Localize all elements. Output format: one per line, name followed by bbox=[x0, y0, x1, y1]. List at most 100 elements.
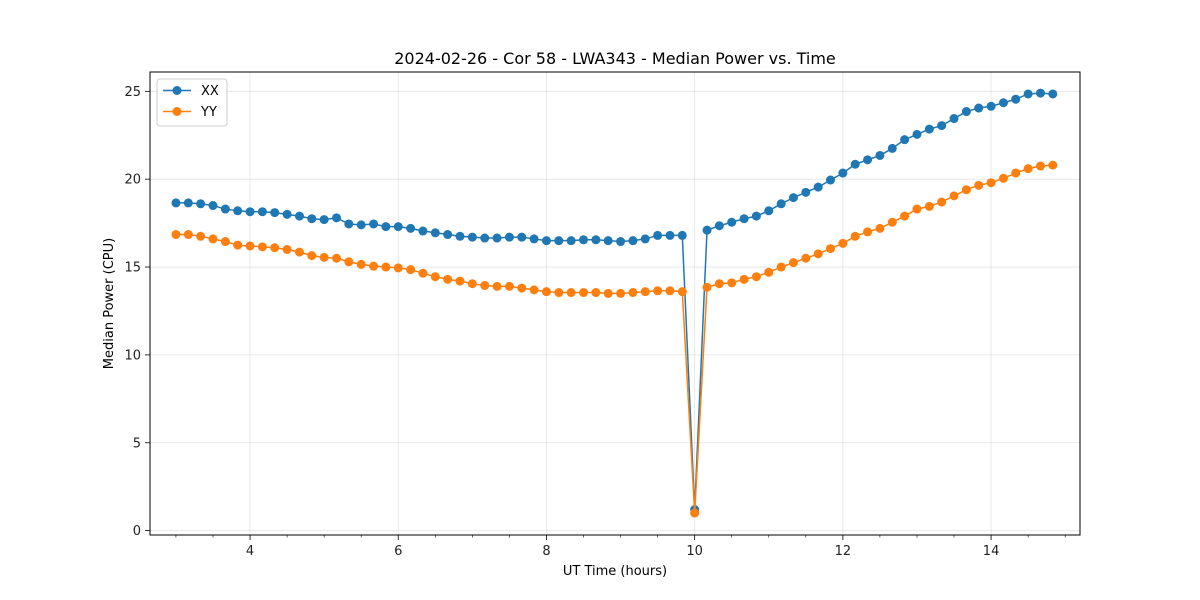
data-point-xx bbox=[171, 198, 181, 208]
data-point-xx bbox=[665, 230, 675, 240]
data-point-yy bbox=[702, 282, 712, 292]
data-point-xx bbox=[937, 121, 947, 131]
data-point-xx bbox=[566, 236, 576, 246]
data-point-xx bbox=[949, 114, 959, 124]
data-point-yy bbox=[961, 185, 971, 195]
data-point-xx bbox=[825, 175, 835, 185]
data-point-xx bbox=[381, 222, 391, 232]
data-point-yy bbox=[196, 231, 206, 241]
data-point-yy bbox=[875, 223, 885, 233]
data-point-xx bbox=[455, 231, 465, 241]
data-point-yy bbox=[418, 268, 428, 278]
data-point-yy bbox=[541, 287, 551, 297]
data-point-xx bbox=[332, 213, 342, 223]
x-tick-label: 8 bbox=[542, 544, 550, 559]
data-point-xx bbox=[480, 233, 490, 243]
data-point-yy bbox=[579, 288, 589, 298]
data-point-yy bbox=[714, 279, 724, 289]
data-point-xx bbox=[912, 129, 922, 139]
data-point-yy bbox=[1048, 160, 1058, 170]
data-point-xx bbox=[875, 150, 885, 160]
data-point-yy bbox=[443, 274, 453, 284]
y-tick-label: 15 bbox=[124, 261, 141, 276]
data-point-yy bbox=[183, 230, 193, 240]
data-point-yy bbox=[850, 231, 860, 241]
y-tick-label: 20 bbox=[124, 173, 141, 188]
data-point-xx bbox=[863, 155, 873, 165]
data-point-xx bbox=[579, 235, 589, 245]
data-point-xx bbox=[974, 103, 984, 113]
data-point-yy bbox=[949, 191, 959, 201]
data-point-xx bbox=[492, 233, 502, 243]
data-point-xx bbox=[776, 199, 786, 209]
data-point-yy bbox=[801, 253, 811, 263]
data-point-yy bbox=[1023, 164, 1033, 174]
data-point-yy bbox=[863, 227, 873, 237]
data-point-xx bbox=[393, 222, 403, 232]
data-point-xx bbox=[196, 199, 206, 209]
data-point-yy bbox=[257, 242, 267, 252]
data-point-xx bbox=[603, 236, 613, 246]
data-point-yy bbox=[900, 211, 910, 221]
legend-marker-yy bbox=[172, 107, 182, 116]
data-point-yy bbox=[319, 252, 329, 262]
data-point-xx bbox=[418, 226, 428, 236]
data-point-yy bbox=[171, 230, 181, 240]
legend-label-xx: XX bbox=[201, 84, 219, 99]
data-point-xx bbox=[183, 198, 193, 208]
data-point-yy bbox=[739, 274, 749, 284]
data-point-xx bbox=[727, 217, 737, 227]
data-point-xx bbox=[591, 235, 601, 245]
data-point-xx bbox=[282, 209, 292, 219]
data-point-xx bbox=[677, 230, 687, 240]
data-point-xx bbox=[887, 143, 897, 153]
data-point-yy bbox=[356, 259, 366, 269]
data-point-xx bbox=[319, 215, 329, 225]
data-point-yy bbox=[665, 286, 675, 296]
data-point-xx bbox=[1048, 89, 1058, 99]
data-point-xx bbox=[714, 221, 724, 231]
data-point-yy bbox=[294, 247, 304, 257]
data-point-yy bbox=[554, 288, 564, 298]
data-point-xx bbox=[838, 168, 848, 178]
data-point-yy bbox=[393, 263, 403, 273]
data-point-yy bbox=[591, 288, 601, 298]
y-tick-label: 0 bbox=[133, 524, 141, 539]
data-point-xx bbox=[554, 236, 564, 246]
data-point-yy bbox=[788, 258, 798, 268]
data-point-yy bbox=[924, 201, 934, 211]
data-point-yy bbox=[653, 286, 663, 296]
data-point-yy bbox=[430, 272, 440, 282]
data-point-yy bbox=[455, 276, 465, 286]
data-point-yy bbox=[1036, 161, 1045, 171]
data-point-yy bbox=[764, 267, 774, 277]
data-point-xx bbox=[233, 206, 243, 216]
data-point-xx bbox=[208, 201, 218, 211]
data-point-yy bbox=[887, 217, 897, 227]
data-point-xx bbox=[616, 237, 626, 247]
y-axis-label: Median Power (CPU) bbox=[102, 238, 117, 369]
data-point-yy bbox=[603, 288, 613, 298]
data-point-xx bbox=[430, 228, 440, 238]
grid bbox=[150, 72, 1080, 535]
data-point-yy bbox=[220, 237, 230, 247]
data-point-yy bbox=[381, 262, 391, 272]
data-point-xx bbox=[1036, 88, 1045, 98]
data-point-xx bbox=[294, 211, 304, 221]
data-point-xx bbox=[764, 206, 774, 216]
data-point-xx bbox=[220, 204, 230, 214]
x-tick-label: 4 bbox=[246, 544, 254, 559]
series-yy bbox=[171, 160, 1058, 518]
y-tick-label: 10 bbox=[124, 348, 141, 363]
data-point-yy bbox=[467, 279, 477, 289]
data-point-xx bbox=[998, 98, 1008, 108]
y-tick-label: 5 bbox=[133, 436, 141, 451]
data-point-yy bbox=[751, 272, 761, 282]
data-point-xx bbox=[529, 234, 539, 244]
data-point-yy bbox=[628, 288, 638, 298]
data-point-xx bbox=[850, 159, 860, 169]
data-point-xx bbox=[1011, 94, 1021, 104]
chart-title: 2024-02-26 - Cor 58 - LWA343 - Median Po… bbox=[394, 49, 836, 68]
data-point-yy bbox=[727, 278, 737, 288]
axis-ticks: 4 6 8 10 12 14 0 5 10 15 20 25 bbox=[124, 85, 1066, 559]
